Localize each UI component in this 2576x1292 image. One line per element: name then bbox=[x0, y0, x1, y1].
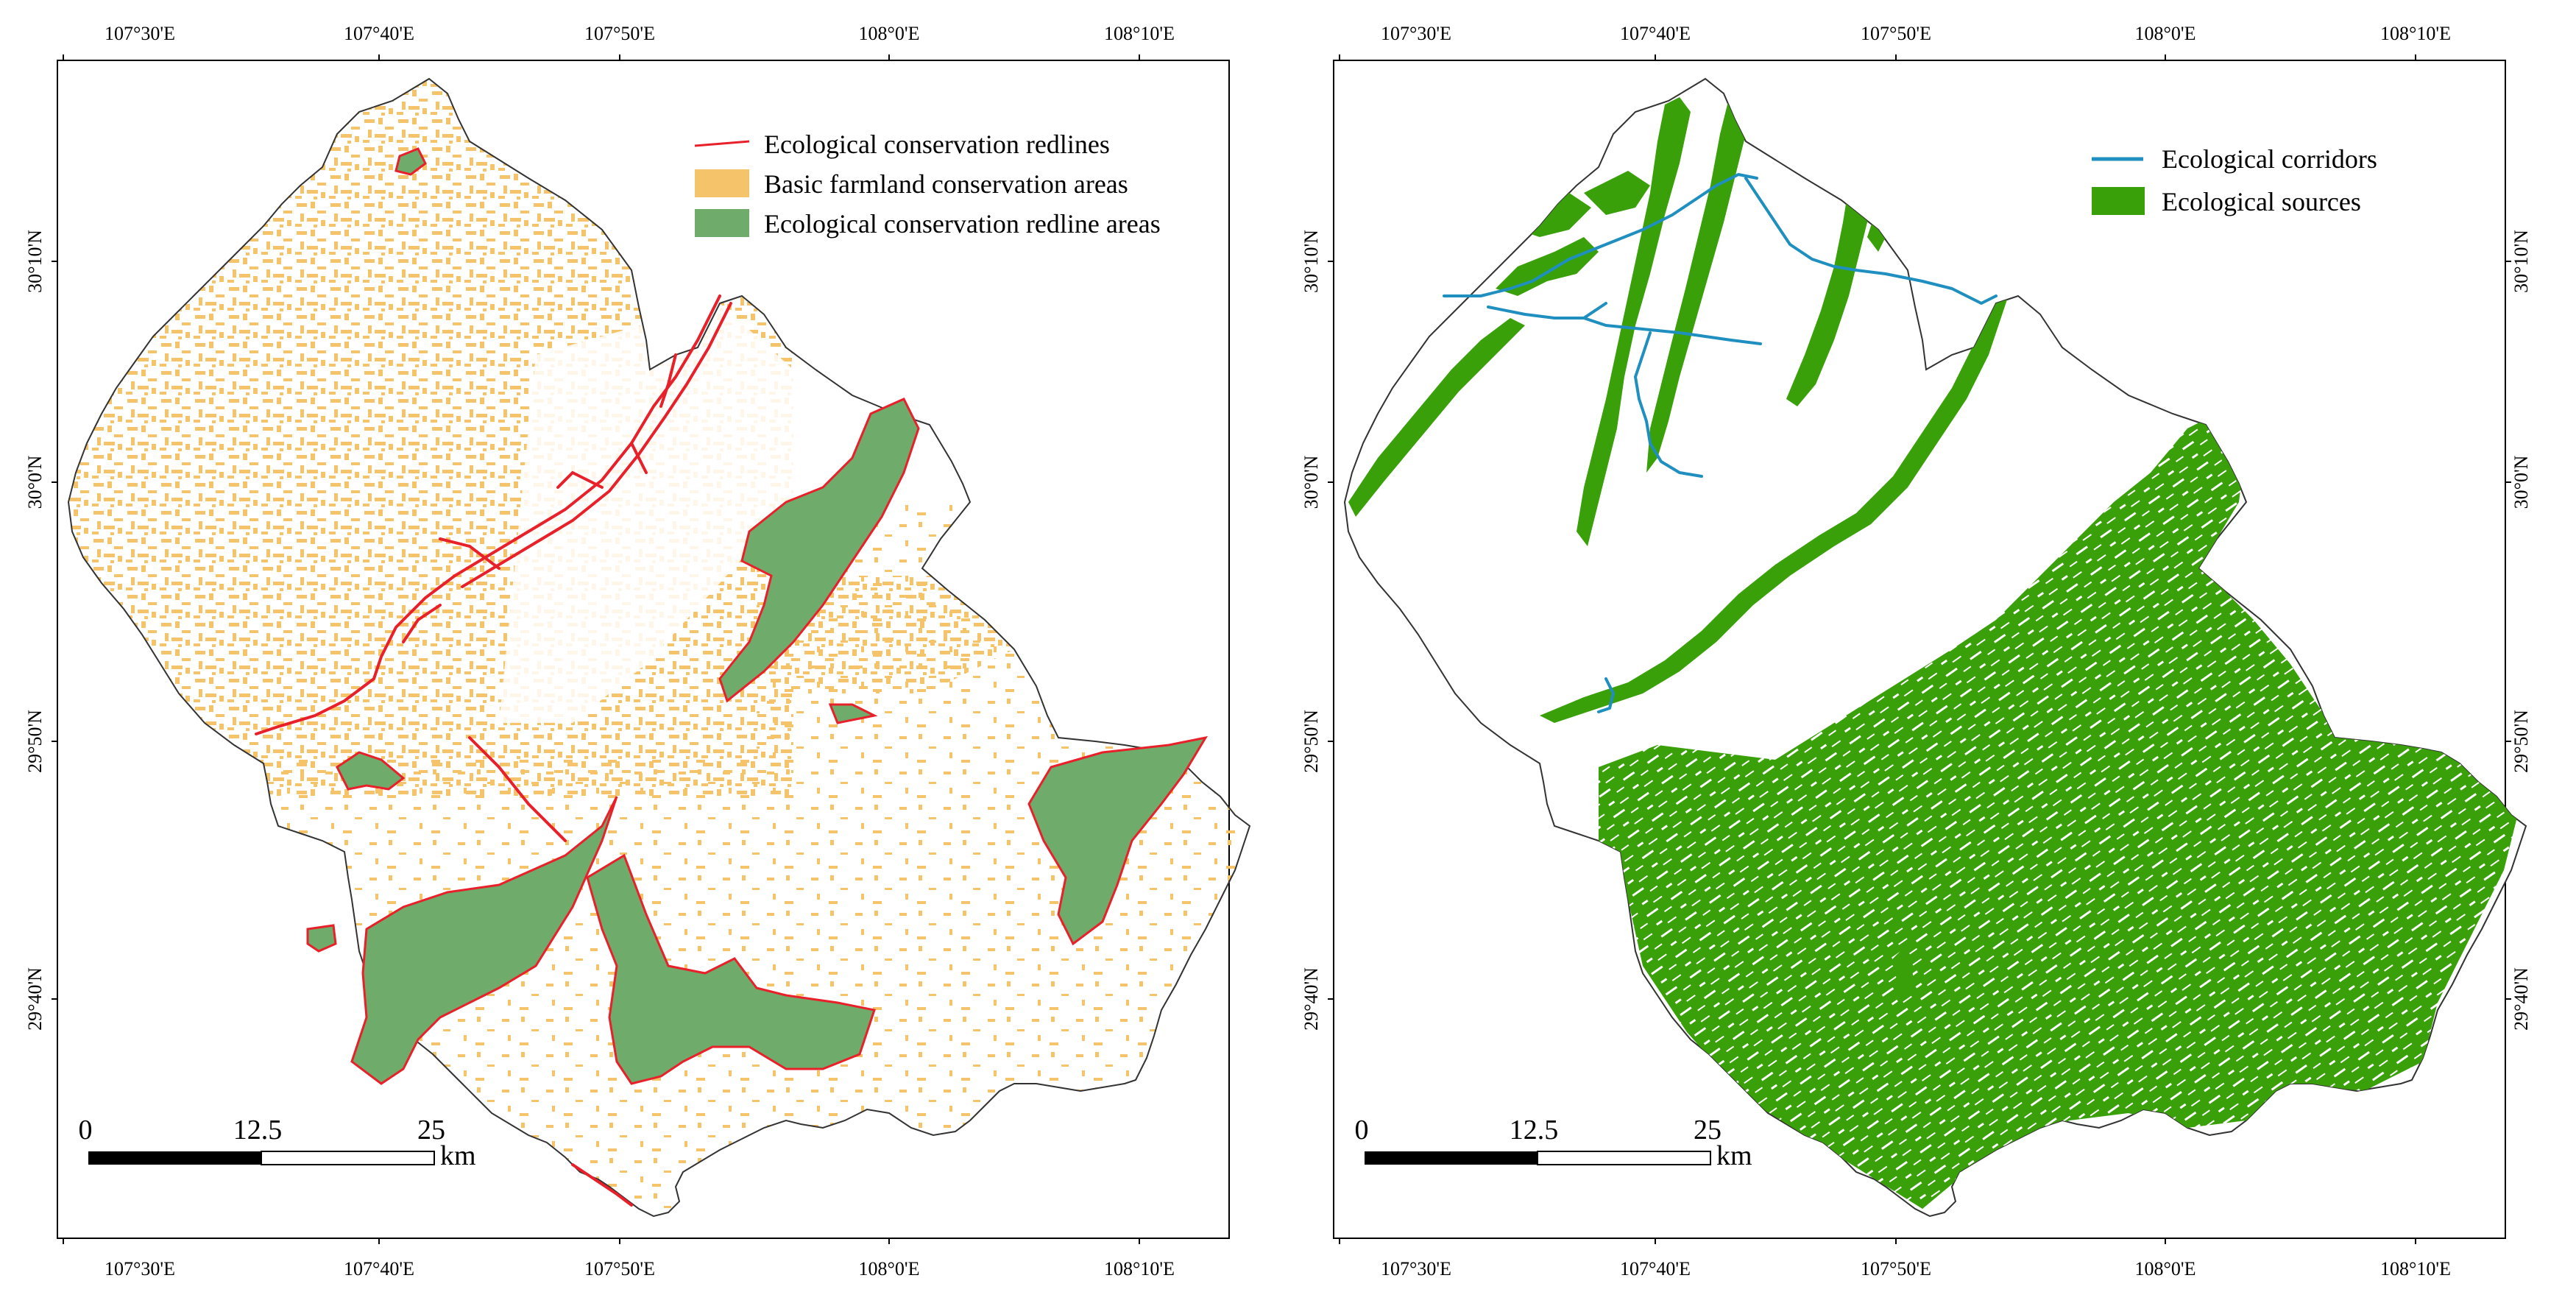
legend-label-redline-areas: Ecological conservation redline areas bbox=[764, 209, 1161, 239]
lat-left-2: 29°50'N bbox=[24, 710, 46, 773]
scale-label-0: 0 bbox=[79, 1115, 93, 1145]
lon-top-3: 108°0'E bbox=[859, 23, 920, 44]
lat-right-0: 30°10'N bbox=[2510, 230, 2532, 293]
lat-right-3: 29°40'N bbox=[2510, 967, 2532, 1031]
lon-bottom-4: 108°10'E bbox=[1104, 1258, 1175, 1279]
lon-bottom-3: 108°0'E bbox=[859, 1258, 920, 1279]
scale-label-25: 25 bbox=[1694, 1115, 1722, 1145]
lat-left-2: 29°50'N bbox=[1301, 710, 1322, 773]
lon-bottom-3: 108°0'E bbox=[2135, 1258, 2196, 1279]
scale-label-25: 25 bbox=[417, 1115, 445, 1145]
ecological-sources bbox=[1348, 82, 2519, 1209]
lon-top-3: 108°0'E bbox=[2135, 23, 2196, 44]
lon-top-0: 107°30'E bbox=[1381, 23, 1451, 44]
scale-label-0: 0 bbox=[1355, 1115, 1369, 1145]
legend-item-corridors: Ecological corridors bbox=[2092, 144, 2377, 174]
lat-left-3: 29°40'N bbox=[1301, 967, 1322, 1031]
lat-left-3: 29°40'N bbox=[24, 967, 46, 1031]
legend-label-sources: Ecological sources bbox=[2162, 187, 2361, 216]
legend-item-sources: Ecological sources bbox=[2092, 187, 2361, 216]
scale-label-12-5: 12.5 bbox=[1510, 1115, 1559, 1145]
lon-top-0: 107°30'E bbox=[105, 23, 175, 44]
redlines bbox=[255, 294, 732, 1207]
lat-left-0: 30°10'N bbox=[1301, 230, 1322, 293]
panel-conservation: Ecological conservation redlines Basic f… bbox=[24, 23, 1250, 1279]
lon-bottom-1: 107°40'E bbox=[344, 1258, 414, 1279]
lon-ticks: 107°30'E 107°40'E 107°50'E 108°0'E 108°1… bbox=[63, 23, 1175, 1279]
lat-left-0: 30°10'N bbox=[24, 230, 46, 293]
legend: Ecological corridors Ecological sources bbox=[2092, 144, 2377, 216]
lat-right-1: 30°0'N bbox=[2510, 455, 2532, 509]
legend-item-redline-areas: Ecological conservation redline areas bbox=[695, 209, 1161, 239]
redline-area-patch-icon bbox=[695, 209, 749, 237]
lat-right-2: 29°50'N bbox=[2510, 710, 2532, 773]
panel-ecological-network: Ecological corridors Ecological sources … bbox=[1301, 23, 2532, 1279]
scale-unit: km bbox=[1716, 1140, 1752, 1171]
lon-top-2: 107°50'E bbox=[584, 23, 655, 44]
lon-top-2: 107°50'E bbox=[1861, 23, 1931, 44]
lon-top-1: 107°40'E bbox=[344, 23, 414, 44]
ecological-corridors bbox=[1443, 173, 1998, 713]
lat-ticks: 30°10'N 30°0'N 29°50'N 29°40'N 30°10'N 3… bbox=[1301, 230, 2532, 1031]
legend-item-redlines: Ecological conservation redlines bbox=[694, 130, 1110, 159]
lon-bottom-2: 107°50'E bbox=[1861, 1258, 1931, 1279]
legend-label-farmland: Basic farmland conservation areas bbox=[764, 169, 1128, 199]
farmland-patch-icon bbox=[695, 169, 749, 197]
lon-bottom-1: 107°40'E bbox=[1620, 1258, 1691, 1279]
lon-bottom-0: 107°30'E bbox=[105, 1258, 175, 1279]
legend: Ecological conservation redlines Basic f… bbox=[694, 130, 1161, 239]
lon-bottom-0: 107°30'E bbox=[1381, 1258, 1451, 1279]
lon-top-1: 107°40'E bbox=[1620, 23, 1691, 44]
legend-label-redlines: Ecological conservation redlines bbox=[764, 130, 1110, 159]
redline-areas bbox=[306, 147, 1209, 1085]
legend-label-corridors: Ecological corridors bbox=[2162, 144, 2377, 174]
lon-bottom-4: 108°10'E bbox=[2380, 1258, 2451, 1279]
lon-top-4: 108°10'E bbox=[1104, 23, 1175, 44]
lat-left-1: 30°0'N bbox=[24, 455, 46, 509]
scale-bar: 0 12.5 25 km bbox=[79, 1115, 476, 1171]
lat-left-1: 30°0'N bbox=[1301, 455, 1322, 509]
lon-ticks: 107°30'E 107°40'E 107°50'E 108°0'E 108°1… bbox=[1339, 23, 2451, 1279]
lat-ticks: 30°10'N 30°0'N 29°50'N 29°40'N bbox=[24, 230, 57, 1031]
scale-label-12-5: 12.5 bbox=[233, 1115, 283, 1145]
source-patch-icon bbox=[2092, 187, 2145, 215]
lon-top-4: 108°10'E bbox=[2380, 23, 2451, 44]
scale-bar: 0 12.5 25 km bbox=[1355, 1115, 1752, 1171]
legend-item-farmland: Basic farmland conservation areas bbox=[695, 169, 1128, 199]
red-line-icon bbox=[694, 140, 750, 147]
scale-unit: km bbox=[440, 1140, 476, 1171]
lon-bottom-2: 107°50'E bbox=[584, 1258, 655, 1279]
